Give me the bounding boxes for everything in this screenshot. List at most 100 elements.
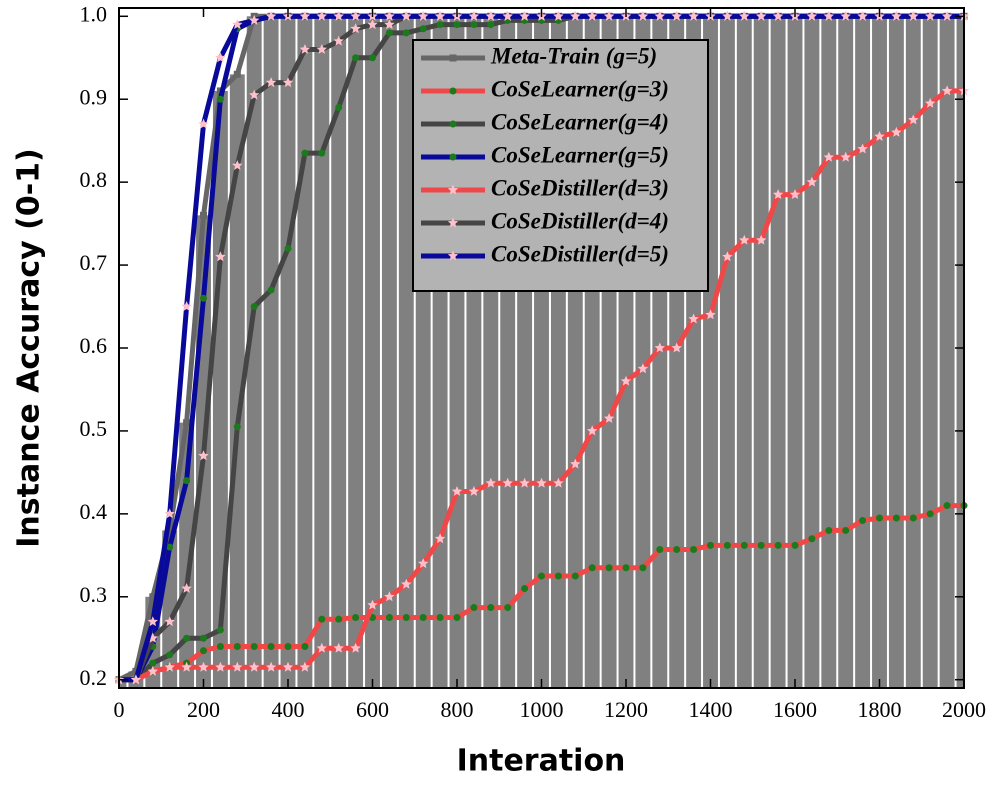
point [318, 149, 326, 157]
legend-marker [449, 153, 457, 161]
bar [804, 16, 820, 689]
point [301, 643, 309, 651]
point [470, 604, 478, 612]
point [200, 647, 207, 655]
point [216, 643, 224, 651]
point [823, 10, 834, 21]
point [318, 615, 326, 623]
point [874, 131, 885, 141]
point [333, 10, 344, 21]
legend-label: CoSeDistiller(d=4) [491, 208, 669, 233]
point [164, 508, 175, 519]
point [181, 301, 192, 311]
point [147, 616, 158, 627]
point [216, 626, 224, 634]
point [130, 674, 142, 685]
point [284, 643, 292, 651]
y-tick-label: 0.2 [80, 665, 108, 690]
point [299, 661, 311, 672]
x-tick-label: 1400 [689, 697, 733, 722]
legend-marker [449, 120, 457, 128]
point [654, 342, 665, 353]
point [739, 234, 750, 245]
point [774, 541, 782, 549]
point [570, 10, 581, 21]
point [941, 10, 953, 21]
point [892, 514, 900, 522]
bar [736, 16, 752, 689]
bar [838, 16, 854, 689]
point [688, 10, 699, 21]
point [282, 661, 294, 672]
point [384, 591, 395, 602]
point [909, 514, 917, 522]
point [519, 477, 530, 488]
x-tick-label: 600 [356, 697, 389, 722]
point [690, 546, 698, 554]
bar [956, 16, 964, 689]
point [164, 616, 175, 627]
bar [381, 16, 397, 689]
point [418, 10, 429, 21]
point [587, 425, 598, 436]
y-tick-label: 1.0 [80, 1, 108, 26]
point [333, 642, 344, 653]
point [673, 546, 681, 554]
point [772, 189, 784, 199]
point [333, 35, 344, 46]
x-tick-label: 1000 [520, 697, 564, 722]
point [401, 10, 412, 21]
point [166, 526, 174, 534]
point [299, 44, 311, 54]
y-tick-label: 0.6 [80, 333, 108, 358]
point [941, 85, 953, 96]
point [418, 558, 429, 569]
point [639, 564, 647, 572]
bar [229, 74, 245, 689]
point [808, 535, 816, 543]
point [215, 251, 226, 262]
point [637, 363, 649, 374]
bar [348, 16, 364, 689]
point [147, 632, 158, 643]
point [200, 634, 207, 642]
point [198, 118, 209, 129]
point [553, 10, 564, 21]
point [250, 643, 258, 651]
point [554, 572, 562, 580]
point [705, 309, 716, 320]
point [806, 176, 818, 187]
legend-label: CoSeDistiller(d=3) [491, 175, 669, 200]
point [164, 661, 175, 672]
point [282, 77, 294, 88]
y-tick-label: 0.5 [80, 416, 108, 441]
point [722, 251, 733, 262]
point [925, 10, 936, 21]
point [739, 10, 750, 21]
bar [770, 16, 786, 689]
point [485, 10, 496, 21]
point [622, 564, 630, 572]
point [350, 10, 361, 21]
bar [821, 16, 837, 689]
point [605, 564, 613, 572]
point [487, 21, 495, 29]
point [453, 614, 461, 622]
point [401, 578, 412, 589]
point [198, 450, 209, 461]
point [200, 294, 207, 302]
point [688, 313, 699, 324]
point [740, 541, 748, 549]
bar [939, 16, 955, 689]
point [671, 342, 682, 353]
legend-label: CoSeLearner(g=4) [491, 109, 669, 134]
point [603, 413, 615, 423]
y-tick-label: 0.3 [80, 582, 108, 607]
point [521, 584, 529, 592]
point [502, 477, 513, 488]
point [859, 516, 867, 524]
point [637, 10, 649, 21]
point [301, 149, 309, 157]
point [385, 614, 393, 622]
point [485, 477, 496, 488]
